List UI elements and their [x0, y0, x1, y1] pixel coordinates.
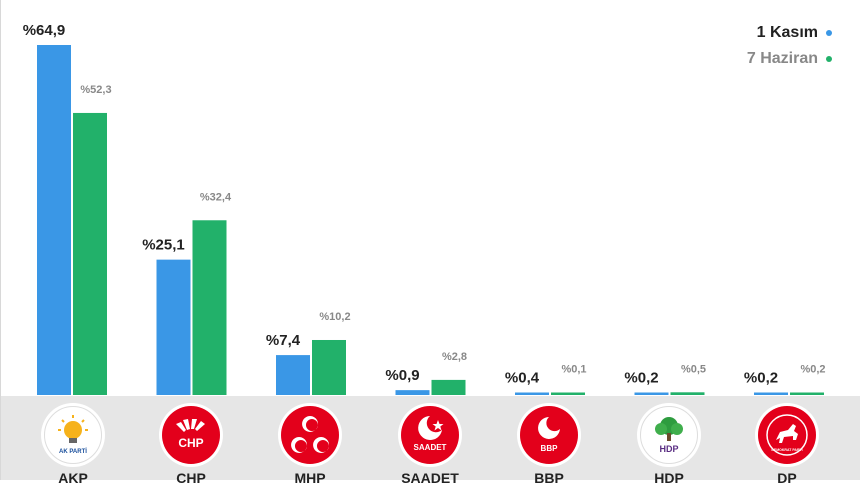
- bar-akp-current: [37, 45, 71, 395]
- dp-horse-icon: DEMOKRAT PARTİ: [766, 414, 808, 456]
- legend-item-previous: 7 Haziran: [747, 46, 832, 72]
- bar-mhp-current: [276, 355, 310, 395]
- bar-chart: %64,9 %52,3 %25,1 %32,4 %7,4 %10,2 %0,9 %2,8 %0,…: [23, 22, 826, 396]
- mhp-logo: [281, 406, 339, 464]
- dp-logo: DEMOKRAT PARTİ: [758, 406, 816, 464]
- bar-dp-current: [754, 392, 788, 395]
- bar-saadet-current: [395, 390, 430, 395]
- akp-bulb-icon: AK PARTİ: [58, 415, 88, 455]
- bar-hdp-current: [634, 392, 669, 395]
- legend-label-current: 1 Kasım: [756, 24, 818, 41]
- party-label-bbp: BBP: [534, 470, 564, 486]
- bbp-logo: BBP: [520, 406, 578, 464]
- akp-logo: AK PARTİ: [44, 406, 102, 464]
- chp-logo: CHP: [162, 406, 220, 464]
- bar-bbp-previous: [551, 392, 585, 395]
- bar-akp-previous: [73, 112, 107, 396]
- bbp-crescent-icon: BBP: [538, 417, 560, 453]
- bar-hdp-previous: [670, 392, 705, 395]
- bar-chp-current: [156, 259, 191, 395]
- bar-saadet-previous: [431, 379, 466, 395]
- party-label-saadet: SAADET: [401, 470, 459, 486]
- bar-label-mhp-current: %7,4: [266, 332, 301, 349]
- legend-label-previous: 7 Haziran: [746, 50, 818, 67]
- chp-logo-text: CHP: [178, 436, 203, 450]
- akp-logo-text: AK PARTİ: [59, 448, 87, 455]
- bar-label-hdp-previous: %0,5: [681, 363, 706, 375]
- bar-label-saadet-previous: %2,8: [442, 351, 467, 363]
- bar-bbp-current: [515, 392, 549, 395]
- legend: 1 Kasım 7 Haziran: [747, 20, 832, 72]
- saadet-crescent-icon: SAADET: [414, 416, 447, 452]
- bar-label-chp-current: %25,1: [142, 237, 185, 254]
- bar-label-akp-current: %64,9: [23, 22, 66, 39]
- bar-label-mhp-previous: %10,2: [319, 311, 350, 323]
- bar-dp-previous: [790, 392, 824, 395]
- bar-label-bbp-current: %0,4: [505, 370, 540, 387]
- party-label-dp: DP: [777, 470, 797, 486]
- chp-arrows-icon: CHP: [176, 419, 205, 450]
- legend-dot-previous: [826, 55, 832, 62]
- hdp-logo: HDP: [640, 406, 698, 464]
- bar-label-bbp-previous: %0,1: [561, 364, 586, 376]
- legend-dot-current: [826, 29, 832, 36]
- party-label-hdp: HDP: [654, 470, 684, 486]
- bar-label-dp-current: %0,2: [744, 370, 778, 387]
- legend-item-current: 1 Kasım: [747, 20, 832, 46]
- hdp-logo-text: HDP: [659, 444, 678, 454]
- saadet-logo-text: SAADET: [414, 443, 447, 452]
- party-label-akp: AKP: [58, 470, 88, 486]
- hdp-tree-icon: HDP: [655, 417, 683, 454]
- bar-label-hdp-current: %0,2: [624, 370, 658, 387]
- bar-label-saadet-current: %0,9: [385, 367, 419, 384]
- bbp-logo-text: BBP: [541, 444, 559, 453]
- mhp-crescents-icon: [291, 416, 330, 453]
- party-label-mhp: MHP: [294, 470, 326, 486]
- bar-chp-previous: [192, 220, 227, 395]
- party-label-chp: CHP: [176, 470, 206, 486]
- bar-mhp-previous: [312, 339, 346, 395]
- bar-label-dp-previous: %0,2: [800, 364, 825, 376]
- saadet-logo: SAADET: [401, 406, 459, 464]
- bar-label-chp-previous: %32,4: [200, 191, 232, 203]
- bar-label-akp-previous: %52,3: [80, 84, 111, 96]
- dp-logo-text: DEMOKRAT PARTİ: [771, 448, 802, 452]
